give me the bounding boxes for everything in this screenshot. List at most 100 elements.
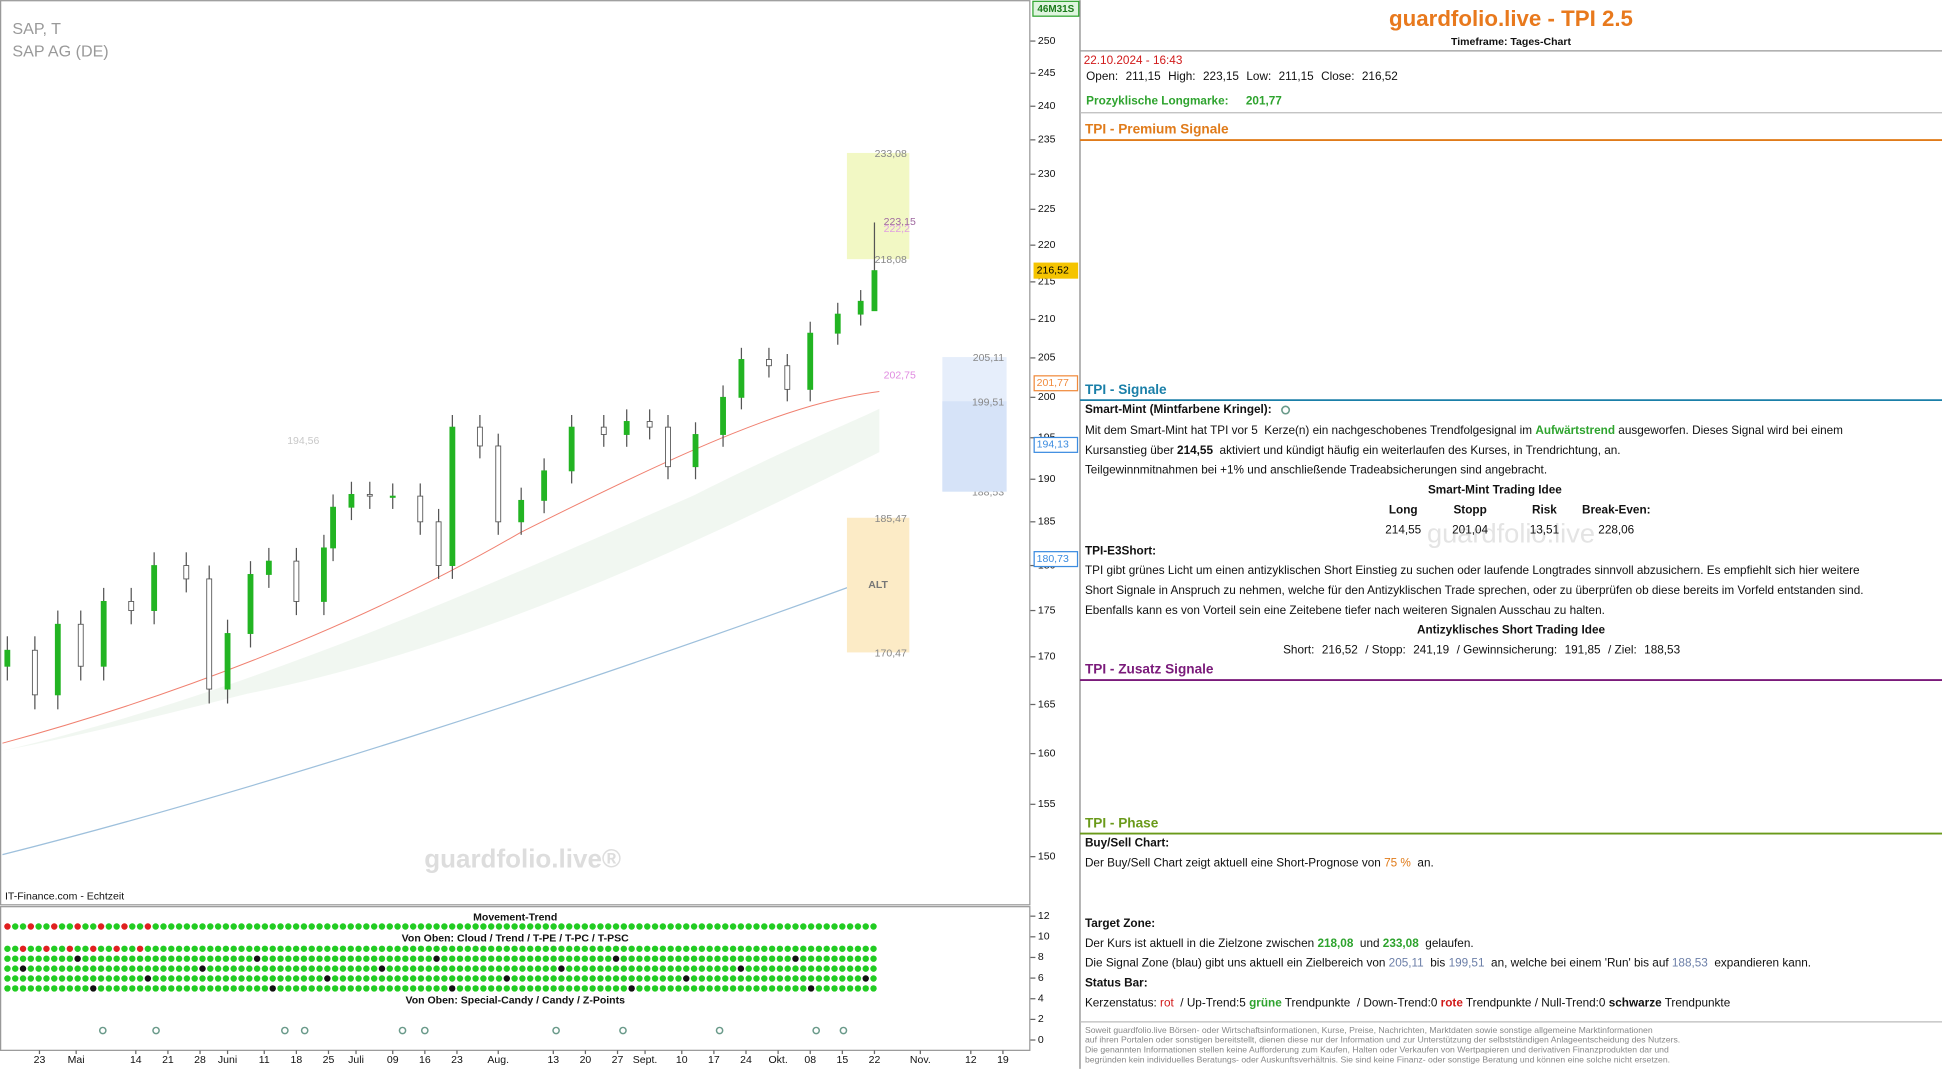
text-piece: Low: xyxy=(1246,70,1271,83)
zone-tag: ALT xyxy=(868,579,888,591)
trend-dot xyxy=(152,965,159,972)
mint-icon xyxy=(1281,405,1291,415)
x-tick-label: 24 xyxy=(740,1054,752,1066)
trend-dot xyxy=(589,955,596,962)
trend-dot xyxy=(573,945,581,953)
trend-dot xyxy=(402,923,409,930)
mint-ring xyxy=(152,1026,160,1035)
trend-dot xyxy=(129,985,136,992)
trend-dot xyxy=(792,965,799,972)
trend-dot xyxy=(97,923,105,930)
trend-dot xyxy=(277,923,284,930)
trend-dot xyxy=(191,965,198,972)
trend-dot xyxy=(230,975,237,982)
text-piece: grüne xyxy=(1249,996,1282,1009)
trend-dot xyxy=(862,965,869,972)
trend-dot xyxy=(82,955,89,962)
trend-dot xyxy=(870,975,877,982)
trend-dot xyxy=(136,965,144,972)
trend-dot xyxy=(854,945,862,953)
trend-dot xyxy=(589,945,596,953)
trend-dot xyxy=(800,975,807,982)
trend-dot xyxy=(487,965,495,972)
trend-dot xyxy=(441,955,448,962)
trend-dot xyxy=(409,945,417,953)
trend-dot xyxy=(12,945,19,953)
candle-body xyxy=(600,426,607,435)
trend-dot xyxy=(113,965,120,972)
trend-dot xyxy=(82,965,89,972)
trend-dot xyxy=(659,985,667,992)
text-piece: High: xyxy=(1168,70,1195,83)
trend-dot xyxy=(761,945,768,953)
price-badge xyxy=(1033,262,1079,279)
trend-dot xyxy=(214,985,222,992)
trend-dot xyxy=(417,945,425,953)
trend-dot xyxy=(745,945,752,953)
candle-body xyxy=(541,470,548,501)
trend-dot xyxy=(105,955,113,962)
panel-text: Kursanstieg über 214,55 aktiviert und kü… xyxy=(1085,444,1621,457)
trend-dot xyxy=(456,955,464,962)
trend-dot xyxy=(706,985,713,992)
trend-dot xyxy=(339,965,347,972)
trend-dot xyxy=(66,985,74,992)
trend-dot xyxy=(644,965,651,972)
trend-dot xyxy=(628,965,635,972)
trend-dot xyxy=(550,975,557,982)
trend-dot xyxy=(168,965,175,972)
trend-dot xyxy=(605,985,612,992)
trend-dot xyxy=(683,955,690,962)
trend-dot xyxy=(870,923,877,930)
y-tick-label: 150 xyxy=(1038,850,1056,862)
y-tick-label: 2 xyxy=(1038,1013,1044,1025)
panel-text: Die Signal Zone (blau) gibt uns aktuell … xyxy=(1085,957,1811,970)
candle-body xyxy=(265,560,272,575)
candle-body xyxy=(389,495,396,498)
trend-dot xyxy=(745,985,752,992)
trend-dot xyxy=(51,955,58,962)
trend-dot xyxy=(487,985,495,992)
text-piece: rote xyxy=(1441,996,1464,1009)
trend-dot xyxy=(870,985,877,992)
y-tick-label: 160 xyxy=(1038,747,1056,759)
trend-dot xyxy=(58,945,66,953)
text-piece: gelaufen. xyxy=(1419,937,1474,950)
trend-dot xyxy=(550,923,557,930)
trend-dot xyxy=(402,965,409,972)
trend-dot xyxy=(441,945,448,953)
x-tick-label: Juli xyxy=(348,1054,364,1066)
candle-body xyxy=(449,426,456,566)
trend-dot xyxy=(300,985,308,992)
trend-dot xyxy=(51,985,58,992)
trend-dot xyxy=(386,965,393,972)
trend-dot xyxy=(628,945,635,953)
trend-dot xyxy=(597,975,604,982)
text-piece: 205,11 xyxy=(1389,957,1424,970)
y-tick-label: 225 xyxy=(1038,203,1056,215)
trend-dot xyxy=(168,975,175,982)
trend-dot xyxy=(605,923,612,930)
trend-dot xyxy=(152,975,159,982)
trend-dot xyxy=(425,945,432,953)
trend-dot xyxy=(558,975,565,982)
trend-dot xyxy=(43,985,50,992)
trend-dot xyxy=(495,923,503,930)
price-badge-label: 180,73 xyxy=(1037,553,1069,565)
trend-dot xyxy=(542,985,550,992)
trend-dot xyxy=(722,965,729,972)
zone-label: 185,47 xyxy=(875,513,907,525)
text-piece: ausgeworfen. Dieses Signal wird bei eine… xyxy=(1615,424,1843,437)
trend-dot xyxy=(784,923,791,930)
trend-dot xyxy=(27,975,35,982)
trend-dot xyxy=(331,923,339,930)
trend-dot xyxy=(612,975,620,982)
trend-dot xyxy=(27,945,35,953)
trend-dot xyxy=(425,923,432,930)
trend-dot xyxy=(214,965,222,972)
text-piece: Teilgewinnmitnahmen bei +1% und anschlie… xyxy=(1085,464,1547,477)
trend-dot xyxy=(43,955,50,962)
trend-dot xyxy=(753,955,760,962)
trend-dot xyxy=(456,923,464,930)
trend-dot xyxy=(698,975,706,982)
